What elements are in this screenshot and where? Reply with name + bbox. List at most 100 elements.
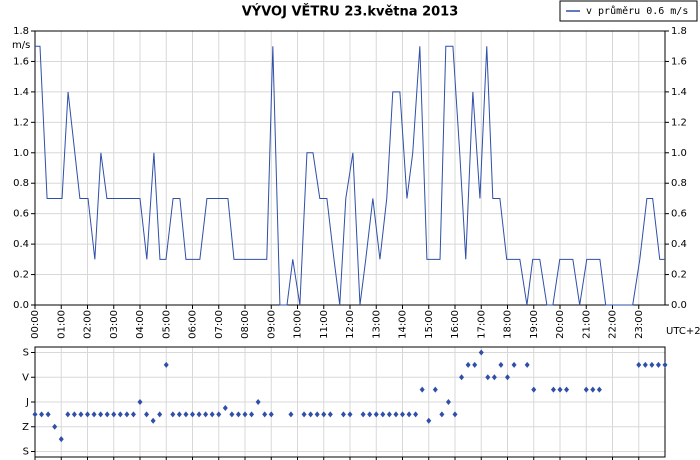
data-point	[413, 411, 419, 418]
data-point	[137, 399, 143, 405]
x-tick-label: 14:00	[398, 310, 409, 339]
data-point	[452, 411, 458, 418]
data-point	[472, 361, 478, 368]
data-point	[367, 411, 373, 418]
data-point	[150, 417, 156, 424]
data-line	[35, 45, 665, 306]
data-point	[347, 411, 353, 418]
data-point	[373, 411, 379, 418]
y-tick-label: 0.0	[671, 300, 687, 311]
data-point	[393, 411, 399, 418]
data-point	[340, 411, 346, 418]
data-point	[176, 411, 182, 418]
data-point	[196, 411, 202, 418]
data-point	[465, 361, 471, 368]
x-tick-label: 08:00	[240, 310, 251, 339]
data-point	[636, 361, 642, 368]
data-point	[655, 361, 661, 368]
data-point	[104, 411, 110, 418]
data-point	[308, 411, 314, 418]
data-point	[432, 386, 438, 393]
data-point	[71, 411, 77, 418]
data-point	[262, 411, 268, 418]
plot-frame	[34, 30, 666, 306]
data-point	[386, 411, 392, 418]
y-tick-label: 1.8	[13, 26, 29, 37]
data-point	[380, 411, 386, 418]
y-tick-label: 1.4	[13, 87, 29, 98]
data-point	[183, 411, 189, 418]
data-point	[445, 399, 451, 405]
y-tick-label: 0.2	[671, 270, 687, 281]
data-point	[170, 411, 176, 418]
data-point	[209, 411, 215, 418]
x-tick-label: 01:00	[56, 310, 67, 339]
x-axis-label: UTC+2	[666, 326, 700, 337]
data-point	[39, 411, 45, 418]
y-tick-label: 0.8	[13, 178, 29, 189]
x-tick-label: 05:00	[161, 310, 172, 339]
data-point	[85, 411, 90, 418]
data-point	[406, 411, 412, 418]
data-point	[583, 386, 589, 393]
y-tick-label: 1.2	[13, 117, 29, 128]
x-tick-label: 17:00	[476, 310, 487, 339]
y-tick-label: S	[23, 447, 29, 458]
data-point	[524, 361, 530, 368]
data-point	[478, 349, 484, 356]
data-point	[649, 361, 655, 368]
data-point	[321, 411, 327, 418]
x-tick-label: 13:00	[371, 310, 382, 339]
chart-title: VÝVOJ VĚTRU 23.května 2013	[242, 4, 459, 20]
data-point	[642, 361, 648, 368]
y-tick-label: 0.2	[13, 270, 29, 281]
data-point	[491, 374, 497, 381]
x-tick-label: 16:00	[450, 310, 461, 339]
data-point	[144, 411, 150, 418]
data-point	[360, 411, 366, 418]
x-tick-label: 22:00	[608, 310, 619, 339]
y-tick-label: 0.4	[13, 239, 29, 250]
y-tick-label: S	[23, 348, 29, 359]
data-point	[531, 386, 537, 393]
data-point	[288, 411, 294, 418]
data-point	[255, 399, 261, 405]
data-point	[505, 374, 510, 381]
y-tick-label: 1.0	[13, 148, 29, 159]
data-point	[58, 436, 64, 443]
x-tick-label: 10:00	[293, 310, 304, 339]
data-point	[662, 361, 668, 368]
data-point	[564, 386, 570, 393]
data-point	[242, 411, 248, 418]
y-tick-label: J	[25, 397, 29, 408]
y-axis-label: m/s	[12, 40, 30, 51]
x-tick-label: 06:00	[188, 310, 199, 339]
data-point	[314, 411, 320, 418]
data-point	[590, 386, 596, 393]
data-point	[111, 411, 117, 418]
data-point	[157, 411, 163, 418]
data-point	[557, 386, 563, 393]
data-point	[91, 411, 97, 418]
data-point	[117, 411, 123, 418]
data-point	[32, 411, 38, 418]
x-tick-label: 09:00	[266, 310, 277, 339]
data-point	[419, 386, 425, 393]
x-tick-label: 18:00	[503, 310, 514, 339]
legend	[559, 0, 698, 22]
data-point	[268, 411, 274, 418]
data-point	[124, 411, 130, 418]
x-tick-label: 21:00	[581, 310, 592, 339]
data-point	[222, 405, 228, 412]
y-tick-label: 0.0	[13, 300, 29, 311]
data-point	[229, 411, 235, 418]
x-tick-label: 07:00	[214, 310, 225, 339]
y-tick-label: V	[22, 372, 29, 383]
data-point	[235, 411, 241, 418]
y-tick-label: 1.6	[13, 56, 29, 67]
data-point	[459, 374, 465, 381]
x-tick-label: 19:00	[529, 310, 540, 339]
y-tick-label: 0.8	[671, 178, 687, 189]
plot-frame	[34, 346, 666, 458]
